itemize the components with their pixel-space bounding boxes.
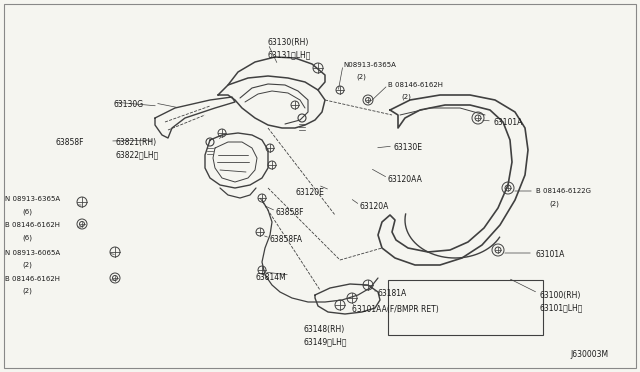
Text: J630003M: J630003M <box>570 350 608 359</box>
Text: 63181A: 63181A <box>378 289 407 298</box>
Text: B 08146-6162H: B 08146-6162H <box>388 82 443 88</box>
Text: 63822〈LH〉: 63822〈LH〉 <box>115 150 158 159</box>
Text: 63858F: 63858F <box>276 208 305 217</box>
Text: (6): (6) <box>22 208 32 215</box>
Text: 63858F: 63858F <box>55 138 83 147</box>
Text: N 08913-6065A: N 08913-6065A <box>5 250 60 256</box>
Text: 63101A: 63101A <box>494 118 524 127</box>
Text: 63130(RH): 63130(RH) <box>268 38 309 47</box>
Text: B 08146-6162H: B 08146-6162H <box>5 222 60 228</box>
Bar <box>388 280 543 335</box>
Text: N 08913-6365A: N 08913-6365A <box>5 196 60 202</box>
Text: (2): (2) <box>356 73 366 80</box>
Text: 63131〈LH〉: 63131〈LH〉 <box>268 50 312 59</box>
Text: N08913-6365A: N08913-6365A <box>343 62 396 68</box>
Text: (2): (2) <box>22 287 32 294</box>
Text: 63149〈LH〉: 63149〈LH〉 <box>304 337 348 346</box>
Text: (2): (2) <box>549 200 559 206</box>
Text: (2): (2) <box>401 93 411 99</box>
Text: 63120E: 63120E <box>296 188 325 197</box>
Text: 63100(RH): 63100(RH) <box>540 291 581 300</box>
Text: 63858FA: 63858FA <box>270 235 303 244</box>
Text: 63120A: 63120A <box>360 202 389 211</box>
Text: 63821(RH): 63821(RH) <box>115 138 156 147</box>
Text: (6): (6) <box>22 234 32 241</box>
Text: B 08146-6162H: B 08146-6162H <box>5 276 60 282</box>
Text: 63101〈LH〉: 63101〈LH〉 <box>540 303 584 312</box>
Text: 63130E: 63130E <box>393 143 422 152</box>
Text: 63814M: 63814M <box>255 273 285 282</box>
Text: 63130G: 63130G <box>113 100 143 109</box>
Text: 63101AA(F/BMPR RET): 63101AA(F/BMPR RET) <box>352 305 439 314</box>
Text: (2): (2) <box>22 261 32 267</box>
Text: 63148(RH): 63148(RH) <box>304 325 345 334</box>
Text: 63120AA: 63120AA <box>388 175 423 184</box>
Text: B 08146-6122G: B 08146-6122G <box>536 188 591 194</box>
Text: 63101A: 63101A <box>535 250 564 259</box>
